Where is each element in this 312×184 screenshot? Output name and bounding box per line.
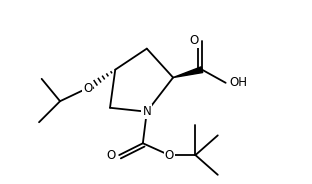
Text: O: O	[107, 149, 116, 162]
Text: O: O	[83, 82, 92, 95]
Text: N: N	[142, 105, 151, 118]
Text: O: O	[164, 149, 174, 162]
Text: OH: OH	[230, 76, 248, 89]
Text: O: O	[189, 34, 199, 47]
Polygon shape	[173, 67, 203, 77]
